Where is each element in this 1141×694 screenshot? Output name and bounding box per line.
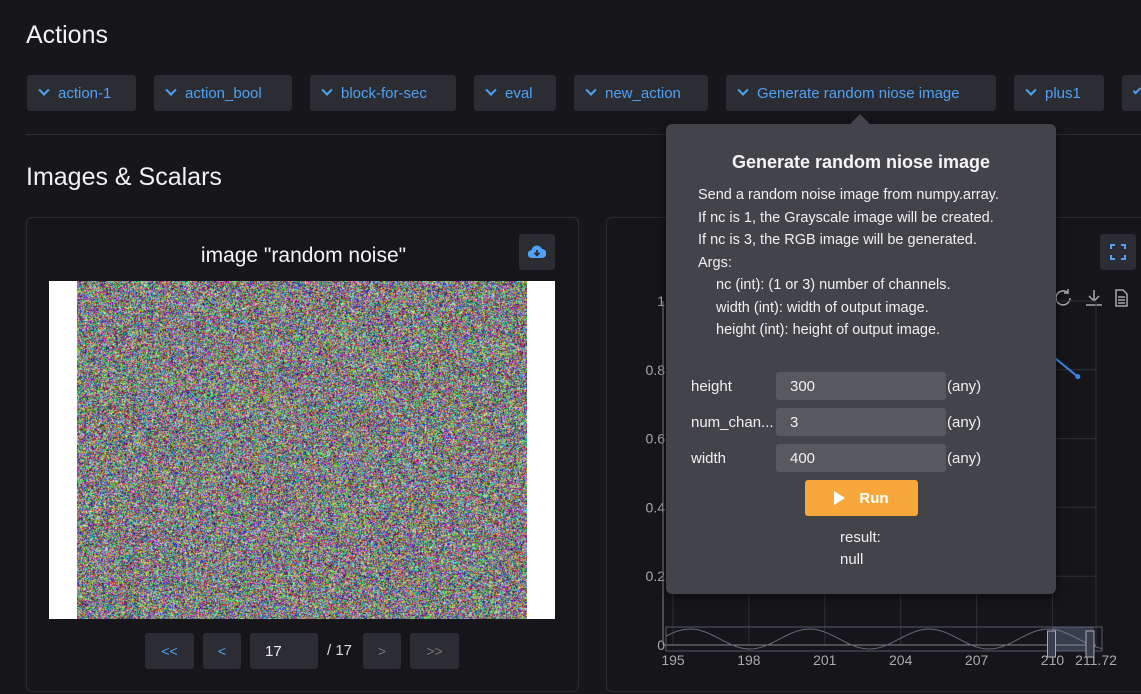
action-label: block-for-sec	[341, 85, 427, 102]
num-channels-input[interactable]	[776, 408, 946, 436]
chevron-down-icon	[321, 85, 332, 96]
action-popover: Generate random niose image Send a rando…	[666, 124, 1056, 594]
chevron-down-icon	[1025, 85, 1036, 96]
data-point	[1075, 374, 1080, 379]
field-width: width (any)	[691, 444, 981, 472]
data-zoom-handle-left	[1047, 631, 1055, 657]
image-title: image "random noise"	[27, 244, 580, 268]
action-button-plus1[interactable]: plus1	[1014, 75, 1104, 111]
action-label: eval	[505, 85, 533, 102]
actions-heading: Actions	[26, 21, 108, 50]
field-type: (any)	[947, 414, 981, 431]
result-label: result:	[840, 529, 881, 546]
arg-line: height (int): height of output image.	[698, 319, 999, 342]
field-label: height	[691, 378, 776, 395]
action-label: new_action	[605, 85, 681, 102]
popover-title: Generate random niose image	[666, 152, 1056, 173]
x-tick-label: 204	[889, 652, 913, 668]
run-button[interactable]: Run	[805, 480, 918, 516]
desc-line: Args:	[698, 252, 999, 275]
download-image-button[interactable]	[519, 234, 555, 270]
popover-description: Send a random noise image from numpy.arr…	[698, 184, 999, 342]
action-button-new-action[interactable]: new_action	[574, 75, 708, 111]
action-button-action-bool[interactable]: action_bool	[154, 75, 292, 111]
images-scalars-heading: Images & Scalars	[26, 163, 222, 192]
field-type: (any)	[947, 450, 981, 467]
image-card: image "random noise"	[26, 217, 579, 692]
page-total: / 17	[327, 642, 352, 659]
field-label: width	[691, 450, 776, 467]
action-label: Generate random niose image	[757, 85, 960, 102]
data-zoom-handle-right	[1086, 631, 1094, 657]
field-height: height (any)	[691, 372, 981, 400]
action-button-more[interactable]	[1122, 75, 1141, 111]
chevron-down-icon	[1133, 86, 1141, 94]
width-input[interactable]	[776, 444, 946, 472]
cloud-download-icon	[528, 245, 546, 259]
next-page-button[interactable]: >	[363, 633, 401, 669]
arg-line: nc (int): (1 or 3) number of channels.	[698, 274, 999, 297]
field-label: num_chan...	[691, 414, 776, 431]
action-button-generate-random-noise-image[interactable]: Generate random niose image	[726, 75, 996, 111]
chevron-down-icon	[585, 85, 596, 96]
x-tick-label: 211.72	[1075, 652, 1117, 668]
action-label: plus1	[1045, 85, 1081, 102]
chevron-down-icon	[485, 85, 496, 96]
desc-line: If nc is 3, the RGB image will be genera…	[698, 229, 999, 252]
chevron-down-icon	[737, 85, 748, 96]
action-button-eval[interactable]: eval	[474, 75, 556, 111]
arg-line: width (int): width of output image.	[698, 297, 999, 320]
desc-line: Send a random noise image from numpy.arr…	[698, 184, 999, 207]
result-value: null	[840, 551, 863, 568]
chevron-down-icon	[165, 85, 176, 96]
action-button-action-1[interactable]: action-1	[27, 75, 136, 111]
x-tick-label: 201	[813, 652, 837, 668]
popover-arrow	[850, 114, 870, 134]
y-tick-label: 0.2	[646, 568, 666, 584]
action-button-block-for-sec[interactable]: block-for-sec	[310, 75, 456, 111]
x-tick-label: 207	[965, 652, 989, 668]
run-label: Run	[859, 490, 888, 507]
fullscreen-icon	[1110, 244, 1126, 260]
page-input[interactable]	[250, 633, 318, 669]
y-tick-label: 1	[657, 293, 665, 309]
image-frame	[49, 281, 555, 619]
action-label: action_bool	[185, 85, 262, 102]
y-tick-label: 0.6	[646, 431, 666, 447]
field-type: (any)	[947, 378, 981, 395]
random-noise-image	[77, 281, 527, 619]
desc-line: If nc is 1, the Grayscale image will be …	[698, 207, 999, 230]
chevron-down-icon	[38, 85, 49, 96]
action-label: action-1	[58, 85, 111, 102]
play-icon	[834, 491, 845, 505]
data-zoom-preview	[666, 629, 1102, 649]
y-tick-label: 0.8	[646, 362, 666, 378]
y-tick-label: 0.4	[646, 499, 666, 515]
x-tick-label: 195	[661, 652, 685, 668]
fullscreen-button[interactable]	[1100, 234, 1136, 270]
prev-page-button[interactable]: <	[203, 633, 241, 669]
x-tick-label: 198	[737, 652, 761, 668]
height-input[interactable]	[776, 372, 946, 400]
last-page-button[interactable]: >>	[410, 633, 459, 669]
first-page-button[interactable]: <<	[145, 633, 194, 669]
field-num-channels: num_chan... (any)	[691, 408, 981, 436]
